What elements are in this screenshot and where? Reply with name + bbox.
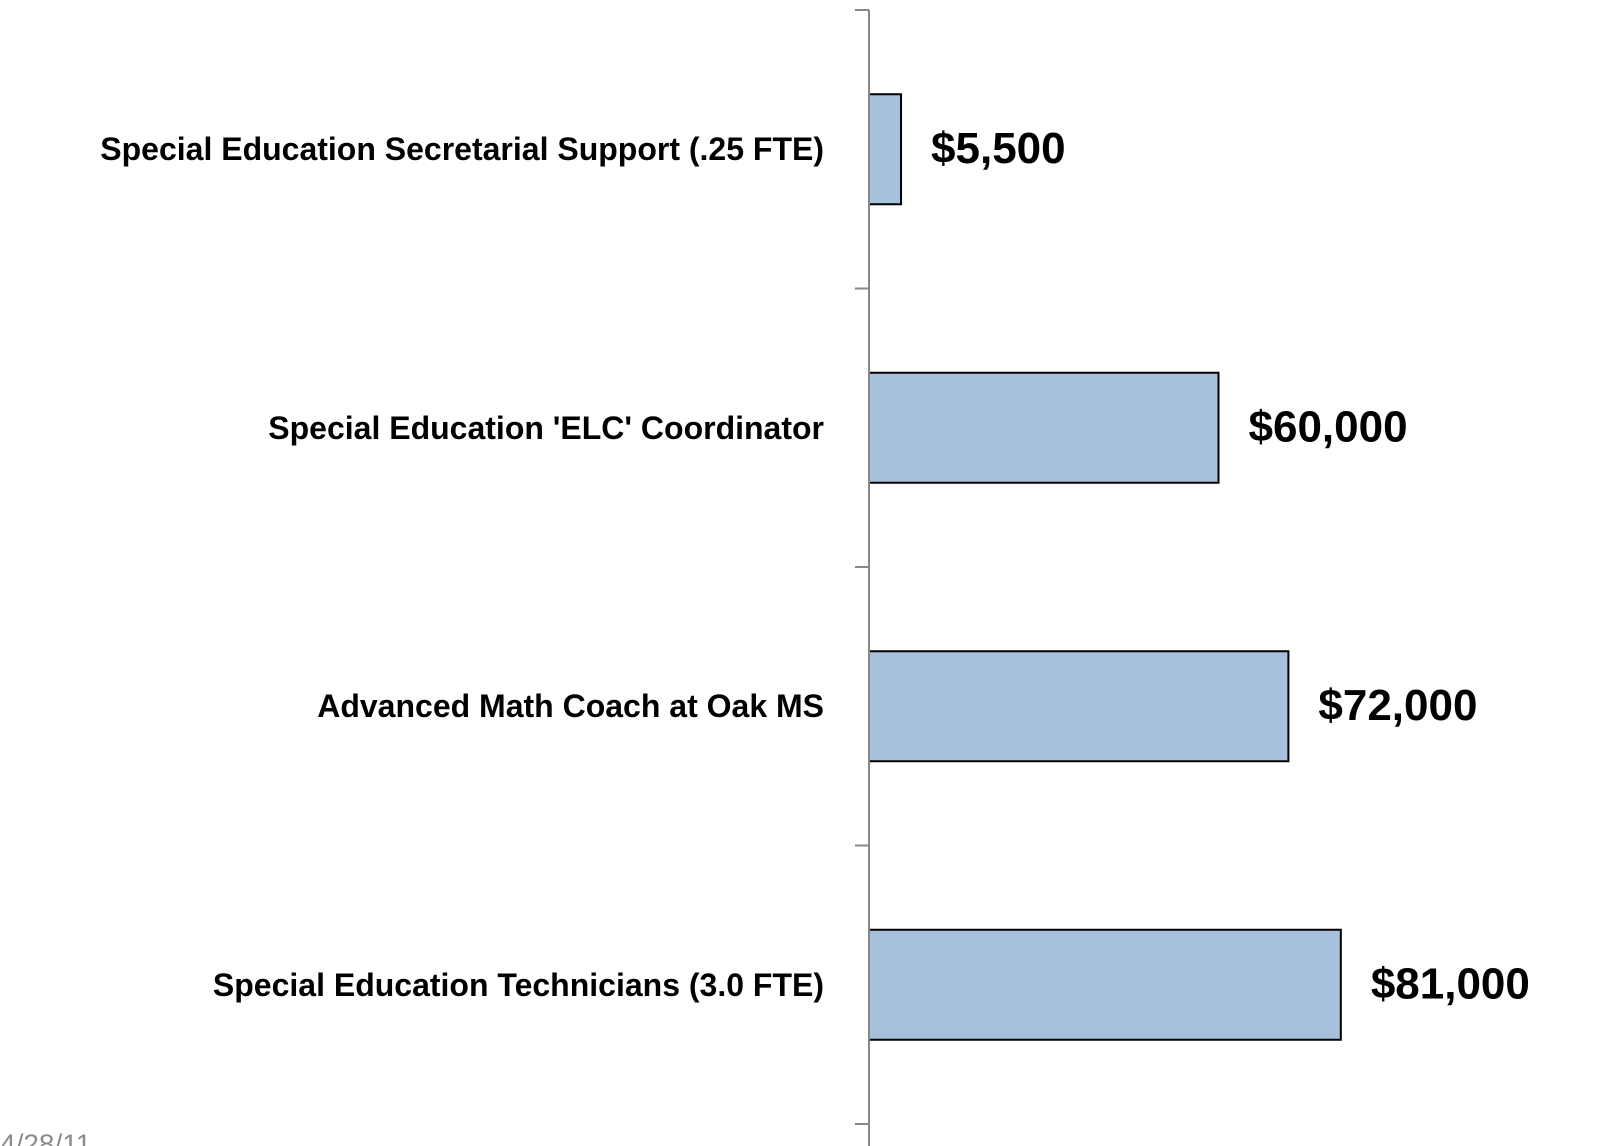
footer-date: 4/28/11 — [0, 1128, 91, 1146]
category-label: Special Education 'ELC' Coordinator — [268, 409, 824, 446]
category-label-box: Special Education Technicians (3.0 FTE) — [0, 957, 824, 1013]
category-label: Special Education Technicians (3.0 FTE) — [212, 966, 824, 1003]
category-label: Advanced Math Coach at Oak MS — [317, 688, 824, 725]
value-label: $72,000 — [1318, 681, 1477, 730]
category-label-box: Special Education Secretarial Support (.… — [0, 121, 824, 177]
value-label: $81,000 — [1371, 959, 1530, 1008]
category-label-box: Special Education 'ELC' Coordinator — [0, 400, 824, 456]
value-label: $60,000 — [1249, 402, 1408, 451]
category-label: Special Education Secretarial Support (.… — [100, 131, 824, 168]
bar — [868, 928, 1342, 1041]
bar — [868, 93, 903, 206]
value-label: $5,500 — [931, 124, 1066, 173]
category-label-box: Advanced Math Coach at Oak MS — [0, 678, 824, 734]
bar — [868, 371, 1220, 484]
bar — [868, 650, 1290, 763]
